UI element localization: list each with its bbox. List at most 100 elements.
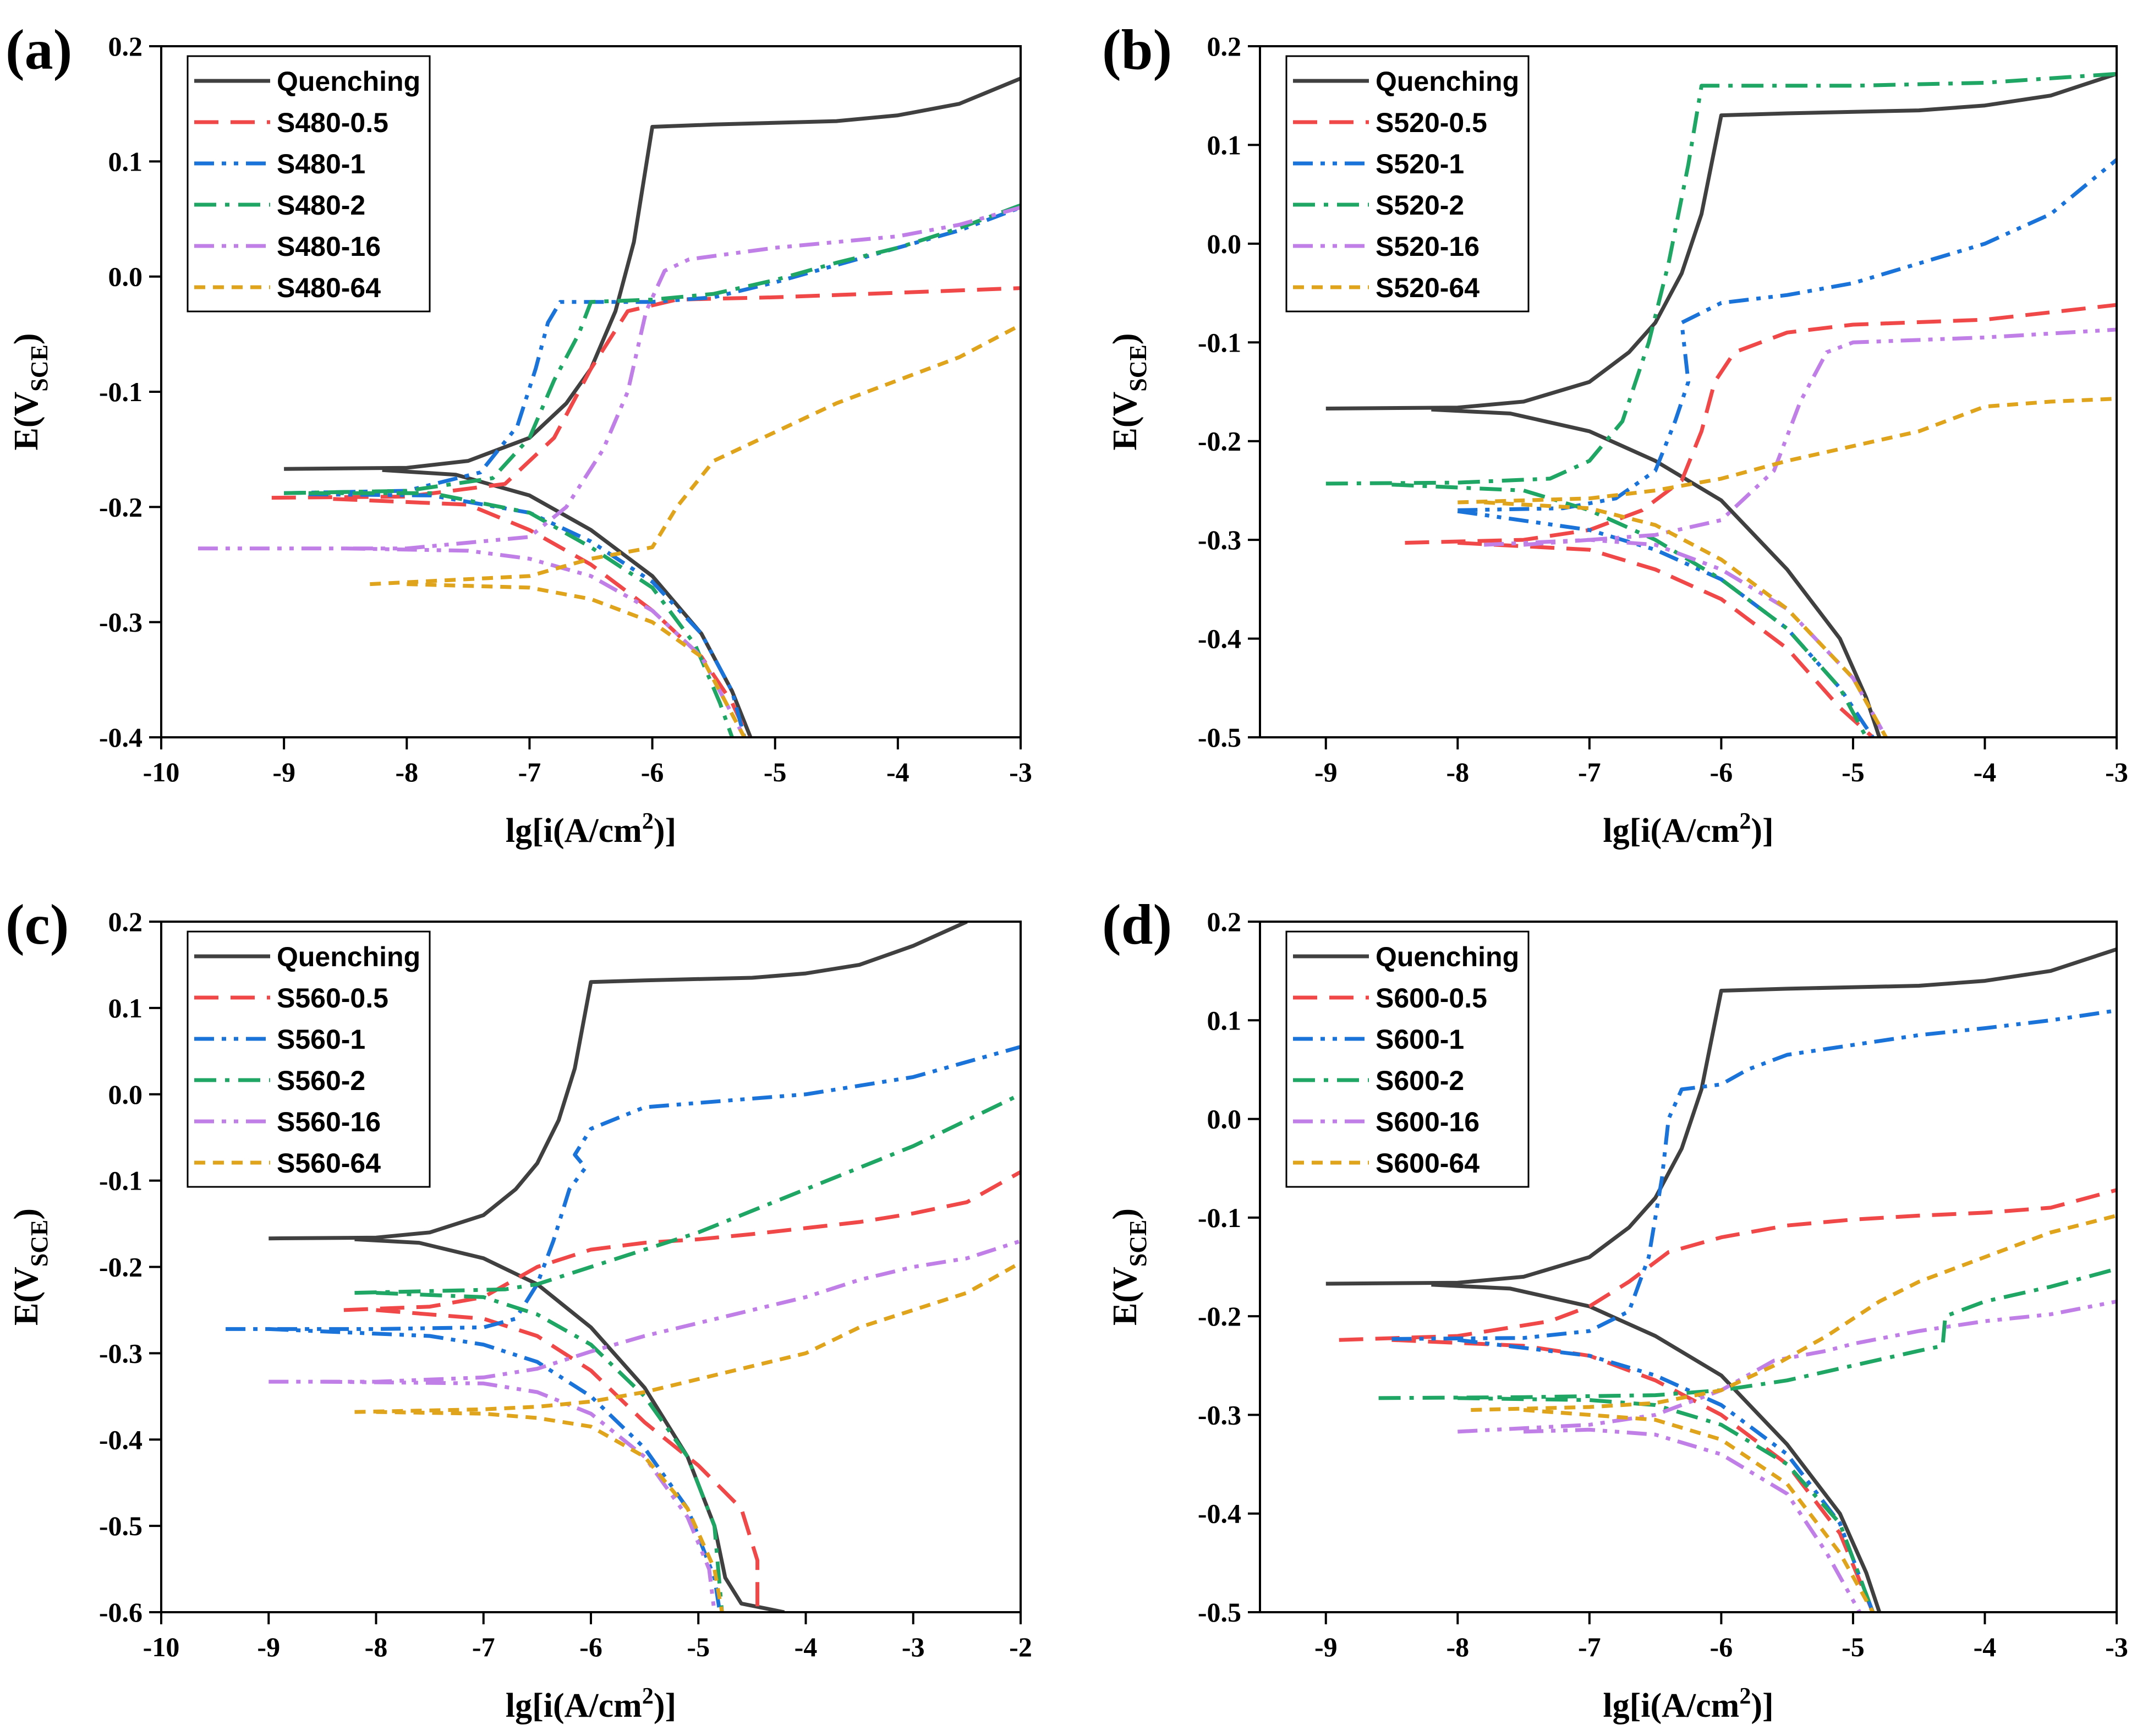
legend-entry: S520-0.5: [1376, 107, 1487, 138]
series-line-S520-64-anodic: [1457, 397, 2117, 505]
x-tick-label: -10: [143, 1631, 180, 1662]
series-line-S480-64-anodic: [370, 323, 1021, 587]
y-tick-label: -0.5: [1198, 1597, 1241, 1628]
series-line-Quenching-anodic: [284, 76, 1021, 471]
x-tick-label: -2: [1009, 1631, 1032, 1662]
y-tick-label: -0.2: [1198, 1301, 1241, 1332]
series-line-S520-1-cathodic: [1457, 509, 1875, 737]
x-tick-label: -5: [1842, 1631, 1865, 1662]
legend-entry: S520-64: [1376, 272, 1480, 303]
series-line-Quenching-anodic: [1325, 72, 2117, 410]
chart-panel-c: (c) -10 -9 -8 -7 -6 -5 -4 -3 -2 -0.6 -0.5 -0.4 -0.3 -0…: [6, 893, 1032, 1724]
series-line-S520-16-anodic: [1484, 327, 2117, 547]
legend: Quenching S480-0.5 S480-1 S480-2 S480-16 S480…: [187, 55, 431, 313]
y-tick-label: -0.4: [99, 1424, 143, 1455]
plot-frame: [1259, 921, 2118, 1613]
series-line-S560-16-anodic: [269, 1239, 1021, 1384]
legend-entry: S600-2: [1376, 1065, 1464, 1096]
legend-entry: S560-16: [277, 1107, 381, 1137]
y-tick-label: -0.3: [99, 1338, 143, 1368]
y-tick-label: 0.2: [1207, 31, 1242, 62]
x-tick-label: -5: [764, 757, 787, 787]
series-line-S560-1-cathodic: [269, 1327, 722, 1612]
series-line-S560-2-anodic: [354, 1092, 1021, 1295]
x-tick-label: -4: [886, 757, 909, 787]
legend-box: [1285, 930, 1530, 1188]
panel-label: (a): [6, 18, 72, 81]
series-line-S600-0.5-cathodic: [1391, 1338, 1875, 1612]
legend-entry: S600-1: [1376, 1024, 1464, 1055]
y-tick-label: -0.1: [1198, 1202, 1241, 1233]
series-line-S560-0.5-cathodic: [376, 1308, 760, 1612]
series-line-S600-2-anodic: [1378, 1267, 2117, 1400]
series-line-S520-0.5-anodic: [1405, 303, 2117, 545]
y-tick-label: -0.5: [99, 1510, 143, 1541]
legend-entry: S520-1: [1376, 149, 1464, 179]
x-axis-label: lg[i(A/cm2)]: [1603, 1684, 1773, 1724]
series-line-S560-2-cathodic: [376, 1291, 724, 1612]
y-tick-label: 0.1: [1207, 129, 1242, 160]
y-tick-label: -0.4: [1198, 623, 1241, 654]
x-tick-label: -6: [1710, 1631, 1733, 1662]
x-tick-label: -3: [2105, 757, 2128, 787]
plot-area: [1325, 947, 2117, 1612]
series-line-S600-2-cathodic: [1457, 1396, 1875, 1612]
x-tick-label: -6: [641, 757, 664, 787]
chart-panel-b: (b) -9 -8 -7 -6 -5 -4 -3 -0.5 -0.4 -0.3 -0.2 -0.1 0.0…: [1102, 18, 2128, 850]
series-line-S560-16-cathodic: [322, 1379, 716, 1612]
legend: Quenching S520-0.5 S520-1 S520-2 S520-16 S520…: [1285, 55, 1530, 313]
y-tick-label: 0.1: [108, 993, 143, 1023]
legend-entry: Quenching: [1376, 66, 1519, 97]
y-axis-label: E(VSCE): [8, 1208, 53, 1326]
legend-box: [187, 55, 431, 313]
y-tick-label: -0.1: [99, 376, 143, 407]
series-line-S600-16-anodic: [1457, 1299, 2117, 1434]
series-line-S560-64-anodic: [354, 1261, 1021, 1414]
series-line-S600-16-cathodic: [1523, 1427, 1861, 1612]
y-tick-label: -0.1: [1198, 327, 1241, 358]
legend-entry: Quenching: [1376, 941, 1519, 972]
x-tick-label: -8: [365, 1631, 388, 1662]
x-tick-label: -9: [1314, 757, 1338, 787]
x-tick-label: -9: [1314, 1631, 1338, 1662]
series-line-S560-64-cathodic: [376, 1410, 724, 1612]
y-tick-label: -0.4: [99, 722, 143, 753]
x-tick-label: -3: [1009, 757, 1032, 787]
y-tick-label: -0.2: [99, 1252, 143, 1283]
legend-entry: S600-0.5: [1376, 983, 1487, 1014]
series-line-S600-64-cathodic: [1523, 1408, 1875, 1612]
series-line-S480-0.5-anodic: [271, 286, 1021, 500]
x-tick-label: -10: [143, 757, 180, 787]
y-tick-label: -0.5: [1198, 722, 1241, 753]
y-tick-label: 0.2: [1207, 906, 1242, 937]
x-tick-label: -5: [687, 1631, 710, 1662]
x-tick-label: -5: [1842, 757, 1865, 787]
legend-entry: S480-16: [277, 231, 381, 262]
plot-frame: [1259, 45, 2118, 738]
series-line-S520-2-anodic: [1325, 72, 2117, 486]
y-tick-label: 0.0: [108, 1079, 143, 1110]
legend-entry: S560-0.5: [277, 983, 388, 1014]
series-line-Quenching-cathodic: [354, 1237, 785, 1612]
y-tick-label: 0.0: [1207, 228, 1242, 259]
series-line-S600-64-anodic: [1471, 1213, 2117, 1412]
x-axis-label: lg[i(A/cm2)]: [1603, 809, 1773, 850]
series-line-S600-0.5-anodic: [1339, 1188, 2117, 1342]
y-tick-label: 0.2: [108, 31, 143, 62]
panel-label: (b): [1102, 18, 1172, 81]
y-tick-label: 0.1: [108, 146, 143, 177]
x-tick-label: -9: [272, 757, 295, 787]
legend-entry: S560-1: [277, 1024, 365, 1055]
chart-panel-d: (d) -9 -8 -7 -6 -5 -4 -3 -0.5 -0.4 -0.3 -0.2 -0.1 0.0…: [1102, 893, 2128, 1724]
y-tick-label: -0.2: [1198, 426, 1241, 457]
legend-entry: S480-64: [277, 272, 381, 303]
legend-entry: Quenching: [277, 66, 420, 97]
series-line-S520-2-cathodic: [1391, 483, 1868, 737]
plot-area: [198, 76, 1021, 737]
x-tick-label: -7: [472, 1631, 495, 1662]
legend-entry: S560-2: [277, 1065, 365, 1096]
x-tick-label: -6: [579, 1631, 602, 1662]
legend-entry: S600-64: [1376, 1148, 1480, 1179]
plot-area: [1325, 72, 2117, 737]
